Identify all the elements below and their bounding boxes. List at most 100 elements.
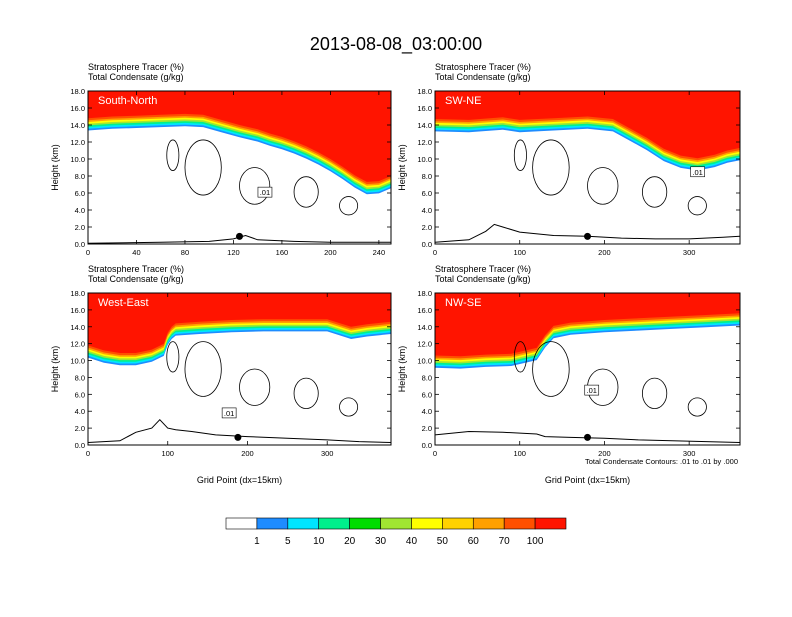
y-tick-label: 2.0	[75, 424, 85, 433]
colorbar-label: 1	[254, 536, 260, 547]
condensate-contour-4	[687, 397, 707, 417]
y-tick-label: 16.0	[70, 306, 85, 315]
colorbar-swatch-2	[287, 517, 320, 530]
x-tick-label: 100	[513, 449, 526, 458]
y-tick-label: 12.0	[417, 138, 432, 147]
tracer-band-0	[435, 91, 740, 159]
x-tick-label: 200	[241, 449, 254, 458]
colorbar-label: 100	[527, 536, 544, 547]
tracer-band-0	[88, 293, 391, 353]
x-tick-label: 40	[132, 248, 140, 257]
colorbar-label: 50	[437, 536, 449, 547]
plot-area: .01	[435, 91, 740, 243]
subtitle-line1: Stratosphere Tracer (%)	[435, 62, 531, 72]
contour-label: .01	[224, 409, 234, 418]
x-tick-label: 240	[373, 248, 386, 257]
x-tick-label: 0	[433, 248, 437, 257]
colorbar-swatch-4	[349, 517, 381, 530]
y-tick-label: 12.0	[417, 340, 432, 349]
panel-south-north: .01 South-North Stratosphere Tracer (%)Tot…	[50, 62, 392, 257]
y-tick-label: 18.0	[70, 87, 85, 96]
panel-name: South-North	[98, 95, 157, 107]
condensate-contour-1	[587, 167, 619, 205]
plot-area: .01	[88, 91, 391, 244]
y-tick-label: 2.0	[422, 424, 432, 433]
y-tick-label: 10.0	[70, 155, 85, 164]
subtitle-line1: Stratosphere Tracer (%)	[88, 264, 184, 274]
y-tick-label: 16.0	[417, 306, 432, 315]
contour-label-box	[221, 407, 237, 419]
x-tick-label: 200	[598, 248, 611, 257]
x-tick-label: 100	[161, 449, 174, 458]
y-tick-label: 0.0	[75, 441, 85, 450]
y-tick-label: 8.0	[422, 373, 432, 382]
plot-frame	[434, 292, 741, 446]
y-tick-label: 4.0	[422, 407, 432, 416]
condensate-contour-0	[532, 139, 570, 196]
colorbar-swatch-3	[318, 517, 350, 530]
x-tick-label: 80	[181, 248, 189, 257]
x-tick-label: 160	[276, 248, 289, 257]
colorbar-label: 5	[285, 536, 291, 547]
x-tick-label: 120	[227, 248, 240, 257]
colorbar-swatch-0	[225, 517, 258, 530]
colorbar-label: 10	[313, 536, 325, 547]
y-tick-label: 14.0	[70, 121, 85, 130]
contour-label: .01	[692, 168, 702, 177]
condensate-contour-3	[513, 341, 527, 373]
y-tick-label: 6.0	[75, 189, 85, 198]
location-marker	[584, 433, 591, 441]
panel-sw-ne: .01 SW-NE Stratosphere Tracer (%)Total Con…	[397, 62, 741, 257]
y-tick-label: 14.0	[417, 121, 432, 130]
y-axis-label: Height (km)	[50, 346, 60, 393]
x-tick-label: 300	[321, 449, 334, 458]
y-tick-label: 6.0	[422, 390, 432, 399]
colorbar-swatch-9	[503, 517, 536, 530]
y-tick-label: 16.0	[70, 104, 85, 113]
subtitle-line2: Total Condensate (g/kg)	[88, 274, 184, 284]
colorbar-swatch-5	[380, 517, 412, 530]
y-axis-label: Height (km)	[397, 144, 407, 191]
panel-name: West-East	[98, 297, 149, 309]
subtitle-line2: Total Condensate (g/kg)	[435, 72, 531, 82]
y-tick-label: 12.0	[70, 138, 85, 147]
condensate-contour-3	[166, 341, 180, 373]
x-tick-label: 200	[324, 248, 337, 257]
colorbar-label: 20	[344, 536, 356, 547]
y-tick-label: 8.0	[75, 172, 85, 181]
colorbar-label: 70	[499, 536, 511, 547]
y-tick-label: 8.0	[75, 373, 85, 382]
condensate-contour-2	[293, 377, 319, 409]
colorbar-swatch-10	[534, 517, 567, 530]
y-tick-label: 18.0	[417, 289, 432, 298]
location-marker	[236, 232, 243, 240]
condensate-contour-2	[293, 176, 319, 208]
y-axis-label: Height (km)	[397, 346, 407, 393]
y-tick-label: 18.0	[417, 87, 432, 96]
subtitle-line1: Stratosphere Tracer (%)	[435, 264, 531, 274]
location-marker	[234, 433, 242, 441]
y-tick-label: 10.0	[70, 357, 85, 366]
colorbar-label: 40	[406, 536, 418, 547]
x-tick-label: 0	[86, 449, 90, 458]
condensate-contour-4	[339, 196, 359, 216]
y-tick-label: 14.0	[417, 323, 432, 332]
condensate-contour-4	[339, 397, 359, 417]
x-tick-label: 300	[683, 248, 696, 257]
x-tick-label: 100	[513, 248, 526, 257]
colorbar-swatch-1	[256, 517, 289, 530]
colorbar-swatch-6	[411, 517, 443, 530]
y-tick-label: 16.0	[417, 104, 432, 113]
plot-frame	[87, 292, 392, 446]
y-tick-label: 4.0	[75, 407, 85, 416]
terrain-line	[88, 418, 391, 443]
plot-area: .01	[435, 293, 740, 443]
contour-label-box	[584, 384, 600, 396]
y-tick-label: 14.0	[70, 323, 85, 332]
panel-name: SW-NE	[445, 95, 481, 107]
condensate-contour-3	[166, 139, 180, 171]
y-tick-label: 12.0	[70, 340, 85, 349]
colorbar-label: 30	[375, 536, 387, 547]
